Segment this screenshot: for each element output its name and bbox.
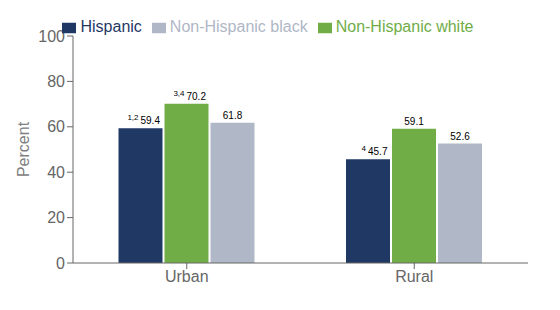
svg-text:40: 40 xyxy=(47,164,65,181)
svg-text:1,2: 1,2 xyxy=(127,113,139,122)
svg-text:59.4: 59.4 xyxy=(141,115,161,126)
svg-text:100: 100 xyxy=(38,28,65,45)
svg-text:0: 0 xyxy=(56,255,65,272)
svg-text:Urban: Urban xyxy=(165,268,209,285)
svg-text:61.8: 61.8 xyxy=(223,110,243,121)
svg-text:20: 20 xyxy=(47,209,65,226)
svg-text:52.6: 52.6 xyxy=(450,131,470,142)
svg-text:59.1: 59.1 xyxy=(404,116,424,127)
svg-text:3,4: 3,4 xyxy=(173,89,185,98)
svg-text:45.7: 45.7 xyxy=(368,146,388,157)
html-text:Hispanic: Hispanic xyxy=(80,18,142,35)
svg-text:4: 4 xyxy=(362,144,367,153)
html-text:Non-Hispanic black: Non-Hispanic black xyxy=(169,18,308,35)
svg-text:80: 80 xyxy=(47,73,65,90)
svg-text:70.2: 70.2 xyxy=(187,91,207,102)
html-text:Non-Hispanic white: Non-Hispanic white xyxy=(335,18,474,35)
svg-text:Rural: Rural xyxy=(395,268,433,285)
svg-text:Percent: Percent xyxy=(15,121,32,177)
svg-text:60: 60 xyxy=(47,118,65,135)
